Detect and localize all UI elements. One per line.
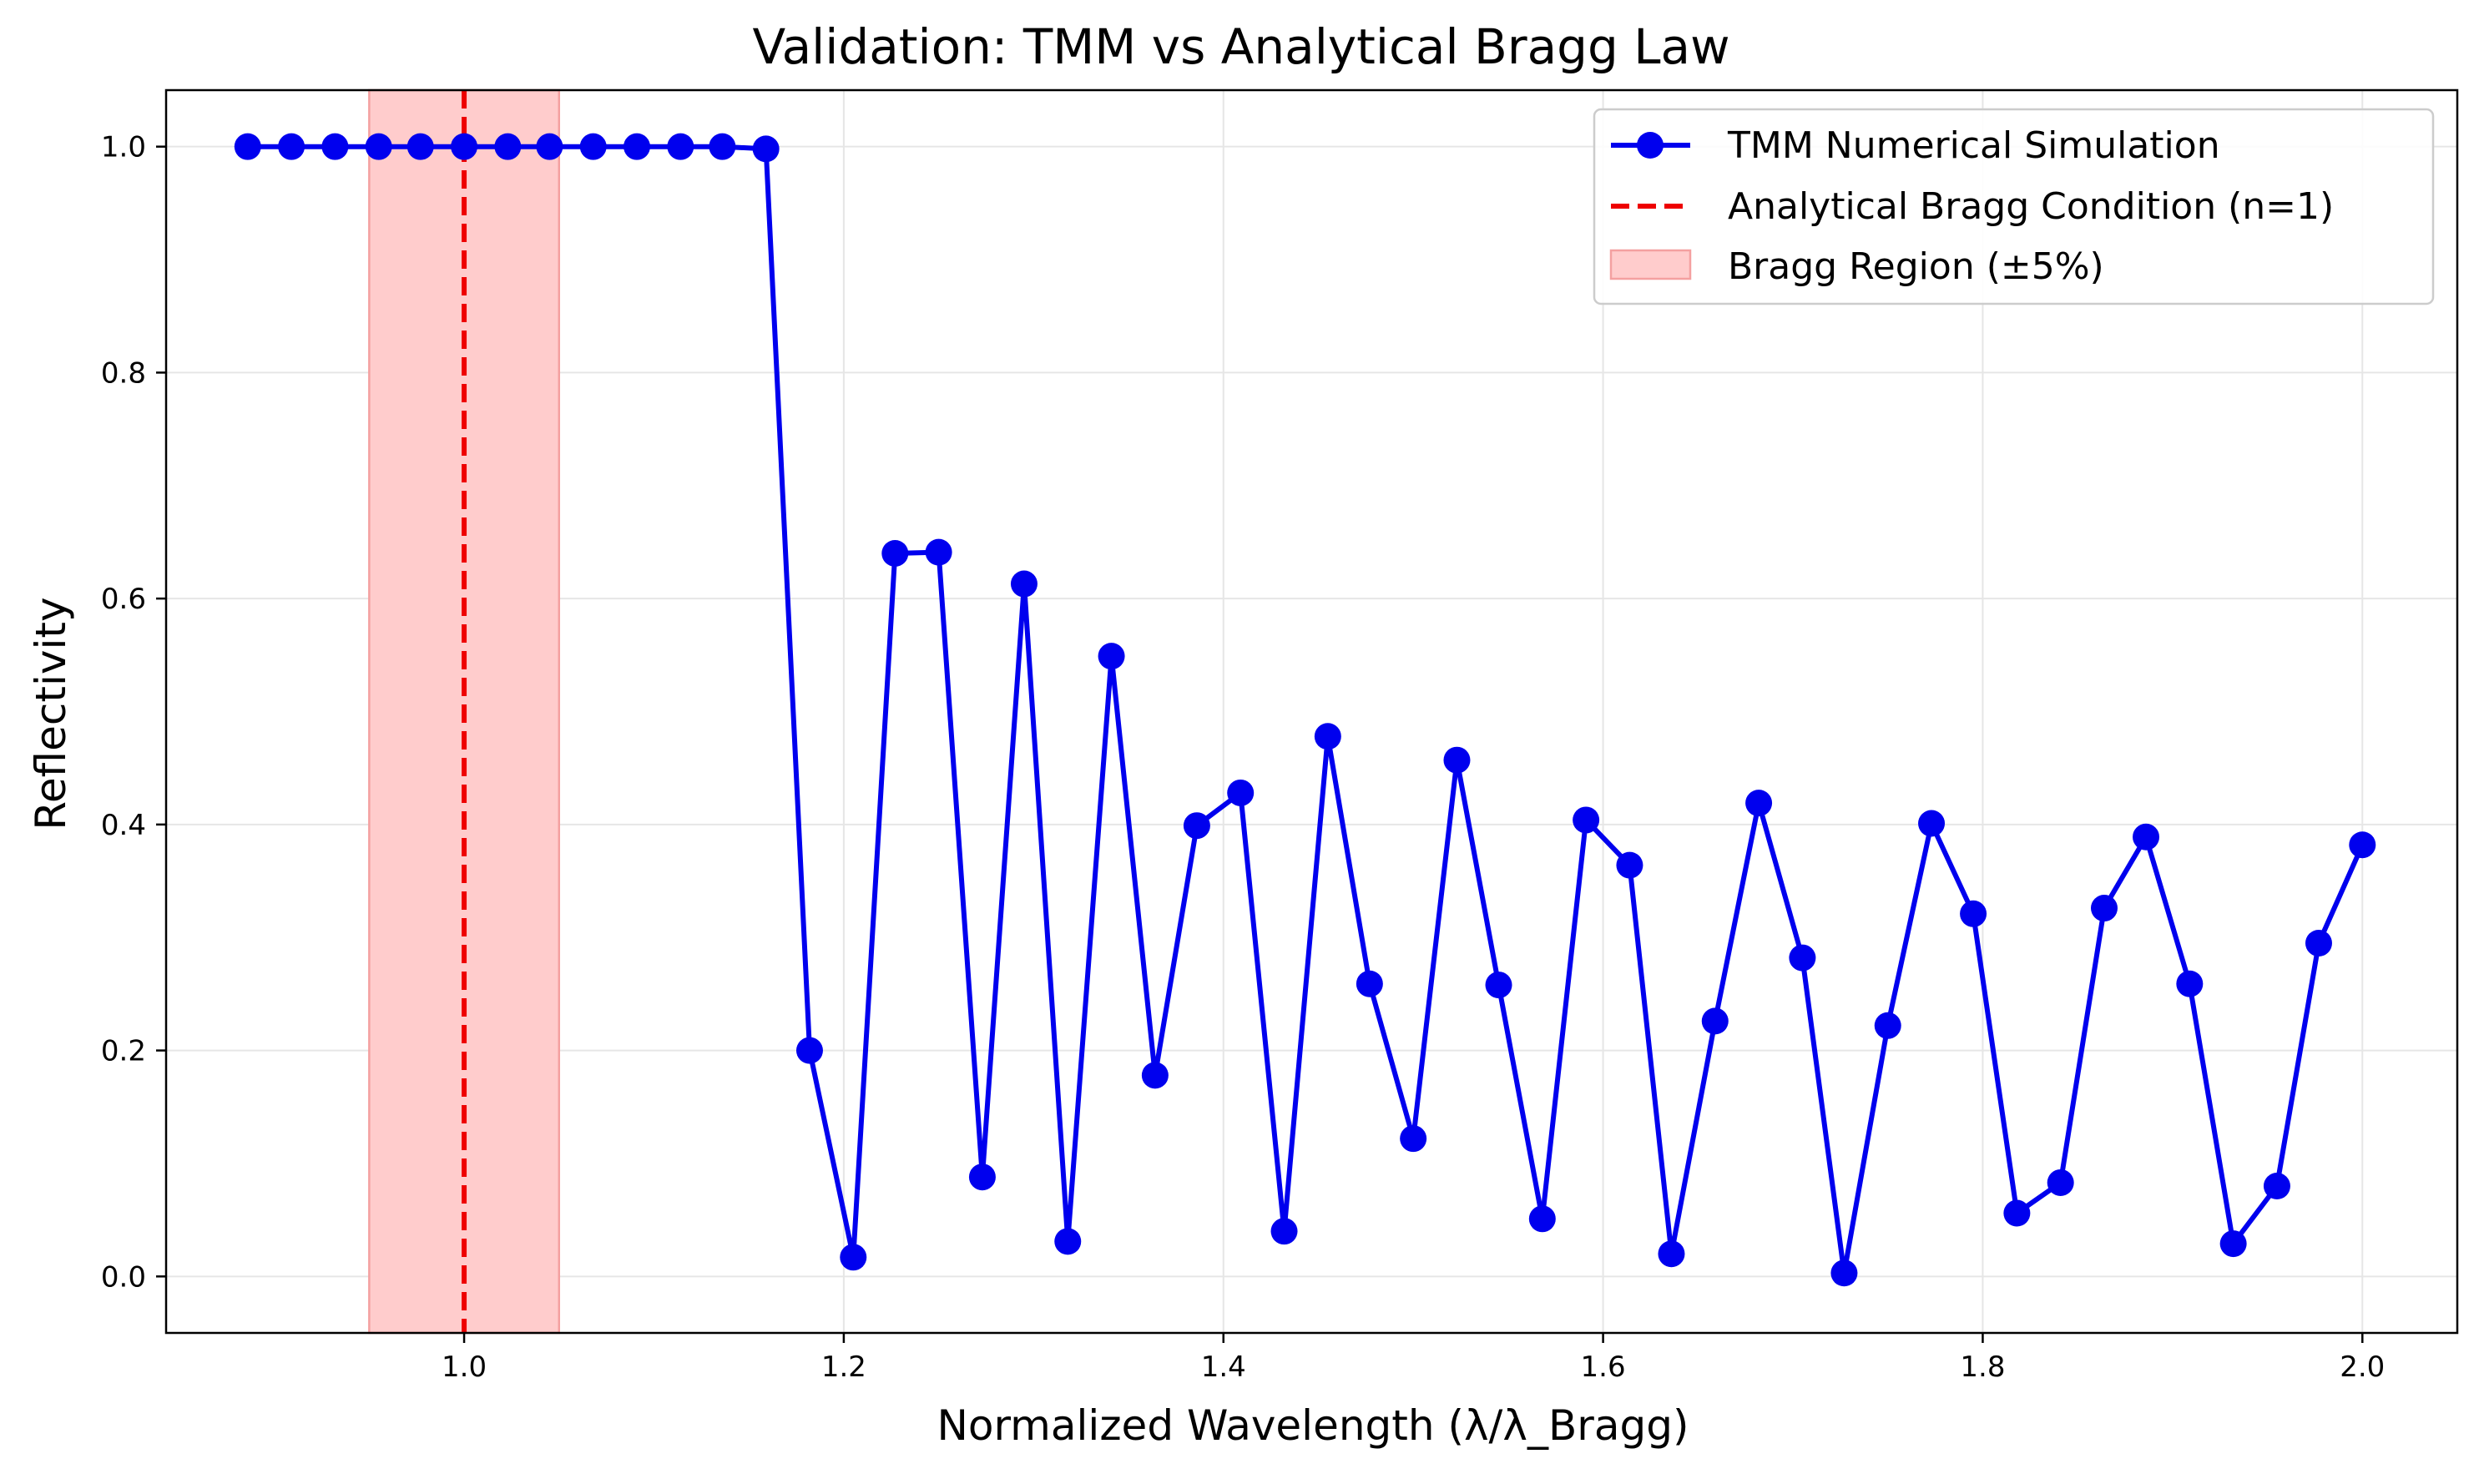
legend-label-bragg-region: Bragg Region (±5%): [1728, 245, 2104, 288]
tmm-data-point: [840, 1244, 866, 1270]
y-tick-label: 0.8: [101, 356, 146, 390]
tmm-data-point: [366, 134, 392, 160]
tmm-data-point: [1011, 571, 1038, 598]
legend-label-tmm: TMM Numerical Simulation: [1727, 124, 2220, 167]
tmm-data-point: [1227, 780, 1254, 806]
tmm-data-point: [2305, 930, 2332, 957]
tmm-data-point: [969, 1163, 996, 1190]
tmm-data-point: [1573, 806, 1599, 833]
tmm-data-point: [1960, 901, 1987, 927]
y-axis-label: Reflectivity: [27, 597, 75, 830]
y-tick-label: 0.6: [101, 583, 146, 616]
tmm-data-point: [580, 134, 607, 160]
tmm-data-point: [494, 134, 521, 160]
tmm-data-point: [1054, 1228, 1081, 1254]
tmm-data-point: [1702, 1007, 1729, 1034]
x-tick-label: 1.6: [1581, 1350, 1626, 1384]
tmm-data-point: [2349, 831, 2375, 858]
tmm-data-point: [753, 135, 780, 162]
tmm-data-point: [1356, 971, 1383, 997]
tmm-data-point: [278, 134, 305, 160]
chart-title: Validation: TMM vs Analytical Bragg Law: [752, 18, 1729, 75]
tmm-data-point: [235, 134, 261, 160]
y-tick-label: 0.2: [101, 1035, 146, 1068]
x-tick-label: 2.0: [2340, 1350, 2385, 1384]
tmm-data-point: [1616, 852, 1643, 879]
legend: TMM Numerical Simulation Analytical Brag…: [1594, 109, 2433, 304]
tmm-data-point: [451, 134, 477, 160]
tmm-data-point: [1658, 1240, 1684, 1267]
tmm-data-point: [321, 134, 348, 160]
tmm-data-point: [1400, 1125, 1426, 1152]
y-tick-label: 0.4: [101, 809, 146, 842]
legend-bragg-region-swatch: [1611, 250, 1690, 279]
tmm-data-point: [624, 134, 650, 160]
tmm-data-point: [667, 134, 694, 160]
tmm-data-point: [2003, 1200, 2030, 1227]
legend-series-marker-swatch: [1637, 132, 1664, 159]
tmm-data-point: [1745, 790, 1772, 816]
tmm-data-point: [1830, 1259, 1857, 1286]
legend-label-bragg-condition: Analytical Bragg Condition (n=1): [1728, 185, 2334, 228]
tmm-data-point: [1789, 945, 1815, 972]
tmm-data-point: [2047, 1169, 2074, 1196]
x-tick-label: 1.8: [1960, 1350, 2005, 1384]
tmm-data-point: [1443, 747, 1470, 774]
tmm-data-point: [536, 134, 563, 160]
y-tick-label: 1.0: [101, 131, 146, 164]
tmm-data-point: [1918, 810, 1945, 837]
tmm-data-point: [796, 1037, 823, 1064]
tmm-data-point: [1184, 812, 1210, 839]
x-axis-label: Normalized Wavelength (λ/λ_Bragg): [937, 1401, 1689, 1450]
y-tick-label: 0.0: [101, 1260, 146, 1294]
tmm-data-point: [1098, 643, 1125, 669]
tmm-data-point: [926, 539, 952, 566]
tmm-data-point: [1315, 723, 1341, 750]
tmm-data-point: [709, 134, 735, 160]
tmm-data-point: [881, 540, 908, 567]
tmm-data-point: [1142, 1062, 1169, 1088]
x-tick-label: 1.0: [442, 1350, 487, 1384]
tmm-data-point: [1529, 1205, 1556, 1232]
tmm-data-point: [2264, 1173, 2290, 1199]
x-tick-label: 1.2: [821, 1350, 866, 1384]
tmm-data-point: [407, 134, 434, 160]
tmm-data-point: [2091, 895, 2118, 921]
x-tick-label: 1.4: [1201, 1350, 1246, 1384]
tmm-data-point: [1486, 972, 1512, 998]
tmm-data-point: [2176, 971, 2203, 997]
tmm-data-point: [2133, 824, 2159, 851]
tmm-data-point: [2220, 1230, 2247, 1257]
tmm-data-point: [1271, 1218, 1298, 1244]
tmm-data-point: [1875, 1012, 1901, 1039]
